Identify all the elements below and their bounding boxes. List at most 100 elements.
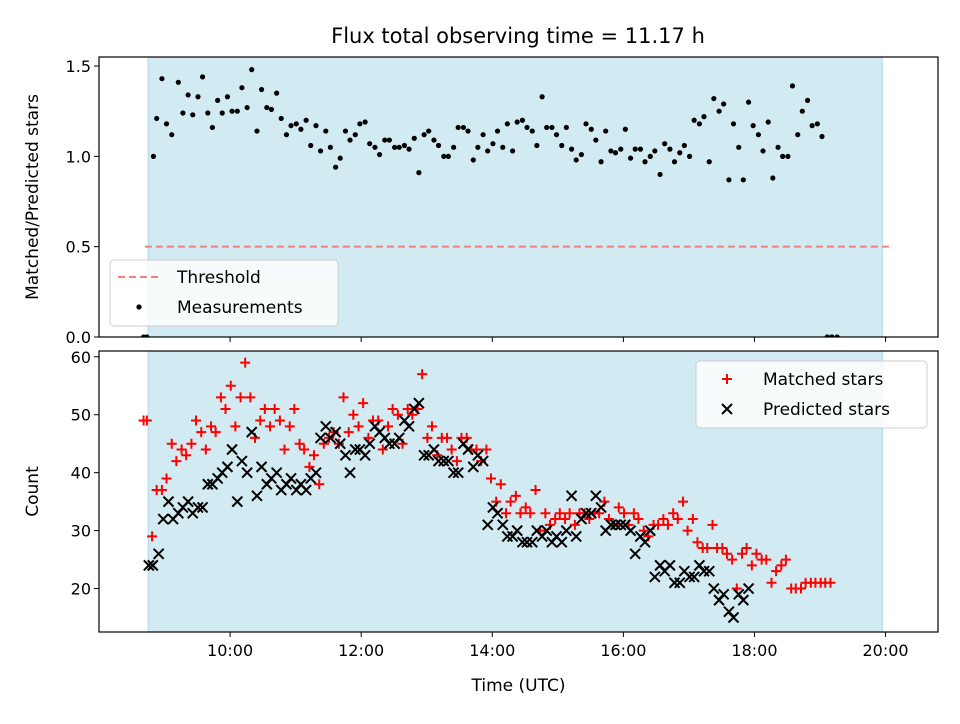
data-point — [511, 524, 523, 537]
data-point — [553, 132, 560, 138]
data-point — [814, 121, 820, 127]
data-point — [206, 421, 217, 432]
data-point — [352, 132, 358, 138]
data-point — [422, 432, 433, 443]
data-point — [362, 119, 368, 125]
data-point — [284, 421, 295, 432]
data-point — [157, 513, 169, 525]
data-point — [299, 444, 310, 455]
data-point — [180, 110, 186, 116]
data-point — [727, 554, 738, 565]
y-axis-label: Count — [23, 466, 43, 517]
data-point — [539, 94, 545, 100]
data-point — [442, 432, 453, 443]
data-point — [504, 121, 510, 127]
data-point — [308, 142, 314, 149]
data-point — [249, 67, 255, 73]
data-point — [649, 571, 661, 583]
data-point — [708, 582, 720, 595]
data-point — [231, 495, 244, 508]
data-point — [742, 582, 755, 595]
data-point — [691, 117, 697, 123]
data-point — [480, 132, 486, 138]
legend-box — [109, 259, 339, 327]
data-point — [300, 484, 312, 496]
data-point — [495, 479, 506, 490]
data-point — [569, 519, 580, 530]
data-point — [359, 449, 371, 461]
data-point — [152, 548, 165, 560]
data-point — [162, 495, 175, 508]
data-point — [505, 496, 516, 507]
data-point — [520, 502, 531, 513]
data-point — [549, 124, 555, 131]
y-tick-label: 40 — [71, 464, 91, 483]
data-point — [465, 128, 471, 134]
data-point — [426, 421, 437, 432]
data-point — [343, 427, 354, 438]
data-point — [711, 95, 717, 102]
data-point — [664, 559, 676, 572]
data-point — [392, 144, 398, 150]
data-point — [323, 128, 329, 134]
data-point — [417, 369, 428, 380]
data-point — [622, 126, 628, 132]
data-point — [236, 455, 248, 467]
data-point — [521, 536, 533, 548]
data-point — [229, 108, 235, 114]
data-point — [795, 132, 801, 138]
y-tick-label: 1.0 — [66, 147, 91, 166]
data-point — [154, 115, 160, 122]
data-point — [682, 525, 693, 536]
data-point — [804, 97, 811, 103]
data-point — [344, 466, 356, 479]
data-point — [613, 502, 624, 513]
data-point — [274, 415, 285, 426]
data-point — [750, 123, 756, 129]
data-point — [279, 444, 290, 455]
data-point — [348, 409, 359, 420]
data-point — [608, 148, 614, 154]
data-point — [396, 144, 402, 150]
data-point — [467, 461, 479, 473]
data-point — [337, 155, 343, 161]
data-point — [771, 566, 782, 577]
data-point — [585, 507, 597, 519]
data-point — [402, 403, 413, 414]
data-point — [628, 508, 639, 519]
legend-label: Threshold — [176, 268, 261, 288]
data-point — [717, 588, 730, 601]
data-point — [143, 559, 155, 572]
legend-measurements-swatch — [136, 304, 142, 310]
data-point — [339, 449, 352, 461]
data-point — [605, 519, 617, 531]
data-point — [565, 490, 578, 502]
data-point — [226, 443, 238, 456]
y-tick-label: 0.5 — [66, 238, 91, 257]
data-point — [740, 177, 746, 183]
data-point — [150, 153, 157, 159]
data-point — [447, 466, 460, 479]
data-point — [270, 466, 283, 479]
data-point — [672, 514, 683, 525]
data-point — [258, 86, 265, 93]
data-point — [192, 501, 204, 514]
legend-label: Measurements — [177, 298, 303, 318]
data-point — [342, 128, 349, 134]
data-point — [393, 432, 405, 444]
data-point — [224, 94, 231, 100]
data-point — [239, 85, 245, 91]
data-point — [376, 151, 383, 158]
series-matched-stars — [138, 357, 836, 594]
data-point — [829, 334, 835, 337]
data-point — [766, 577, 777, 588]
x-tick-label: 10:00 — [207, 641, 253, 660]
data-point — [310, 466, 322, 479]
data-point — [657, 171, 663, 178]
data-point — [333, 164, 339, 170]
data-point — [314, 432, 327, 444]
data-point — [392, 409, 403, 420]
data-point — [353, 421, 364, 432]
data-point — [534, 142, 540, 149]
data-point — [652, 148, 658, 154]
